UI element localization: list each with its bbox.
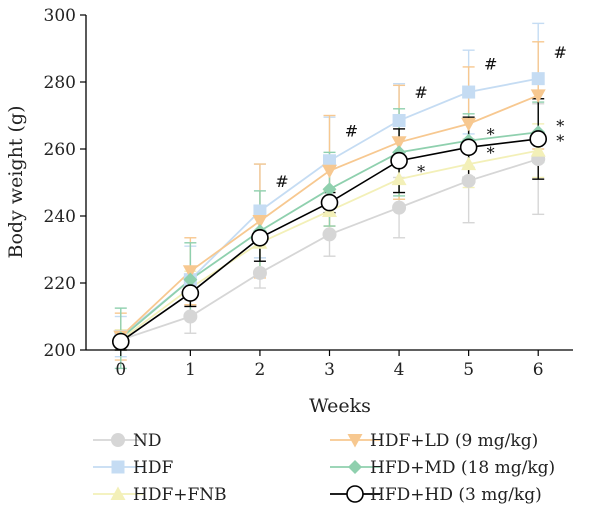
y-tick-label: 240: [44, 207, 76, 227]
x-tick-label: 3: [324, 360, 335, 380]
asterisk-annotation: *: [487, 143, 495, 162]
significance-annotations: #####*****: [275, 43, 567, 191]
legend-label: HDF: [133, 458, 173, 478]
data-point: [530, 89, 546, 103]
y-tick-label: 260: [44, 140, 76, 160]
legend-label: HDF+FNB: [133, 485, 227, 505]
legend-item: ND: [93, 431, 162, 451]
legend-item: HFD+MD (18 mg/kg): [330, 458, 555, 478]
data-point: [253, 204, 267, 218]
legend-item: HDF+FNB: [93, 485, 227, 505]
data-point: [182, 265, 198, 279]
data-point: [322, 164, 337, 179]
data-point: [391, 171, 407, 186]
data-point: [392, 200, 407, 215]
asterisk-annotation: *: [487, 125, 495, 144]
data-point: [391, 136, 407, 150]
data-point: [459, 138, 478, 157]
data-point: [322, 227, 337, 242]
legend-marker: [111, 460, 125, 474]
data-point: [183, 309, 198, 324]
legend-marker: [111, 433, 125, 447]
data-point: [111, 332, 130, 351]
data-point: [181, 284, 200, 302]
legend-label: HFD+MD (18 mg/kg): [370, 458, 555, 478]
y-tick-label: 300: [44, 6, 76, 26]
data-point: [461, 117, 477, 132]
y-ticks: 200 220 240 260 280 300: [44, 6, 86, 361]
asterisk-annotation: *: [556, 117, 564, 136]
data-point: [183, 272, 198, 287]
y-axis-title: Body weight (g): [5, 106, 27, 259]
x-tick-label: 5: [463, 360, 474, 380]
legend-item: HFD+HD (3 mg/kg): [330, 485, 542, 505]
data-point: [390, 151, 408, 170]
x-tick-label: 4: [394, 360, 405, 380]
legend-item: HDF: [93, 458, 173, 478]
legend: ND HDF HDF+FNB HDF+LD (9 mg/kg) HFD+MD (18 m…: [93, 431, 555, 505]
data-point: [252, 215, 268, 229]
data-point: [252, 265, 267, 280]
data-point: [530, 143, 546, 157]
data-point: [529, 130, 548, 148]
y-tick-label: 220: [44, 274, 76, 294]
data-point: [251, 228, 269, 247]
data-point: [531, 72, 545, 86]
hash-annotation: #: [275, 172, 288, 191]
x-tick-label: 1: [185, 360, 196, 380]
data-point: [392, 114, 406, 128]
asterisk-annotation: *: [417, 162, 425, 181]
hash-annotation: #: [414, 83, 427, 102]
hash-annotation: #: [484, 55, 497, 74]
data-point: [461, 173, 476, 188]
legend-label: ND: [133, 431, 162, 451]
hash-annotation: #: [554, 43, 567, 62]
legend-marker: [347, 434, 363, 448]
y-tick-label: 280: [44, 73, 76, 93]
legend-marker: [346, 485, 364, 503]
data-point: [461, 156, 477, 171]
legend-label: HDF+LD (9 mg/kg): [370, 431, 538, 451]
legend-item: HDF+LD (9 mg/kg): [330, 431, 538, 451]
legend-marker: [348, 460, 362, 474]
y-tick-label: 200: [44, 341, 76, 361]
x-tick-label: 0: [115, 360, 126, 380]
x-tick-label: 2: [255, 360, 266, 380]
legend-marker: [110, 486, 126, 500]
x-ticks: 0 1 2 3 4 5 6: [115, 350, 544, 380]
asterisk-annotation: *: [556, 132, 564, 151]
legend-label: HFD+HD (3 mg/kg): [370, 485, 542, 505]
data-point: [462, 85, 476, 99]
series-markers: [111, 72, 548, 351]
data-point: [322, 182, 337, 197]
data-point: [323, 154, 336, 168]
x-axis-title: Weeks: [309, 395, 371, 417]
x-tick-label: 6: [533, 360, 544, 380]
hash-annotation: #: [345, 122, 358, 141]
data-point: [320, 193, 339, 212]
